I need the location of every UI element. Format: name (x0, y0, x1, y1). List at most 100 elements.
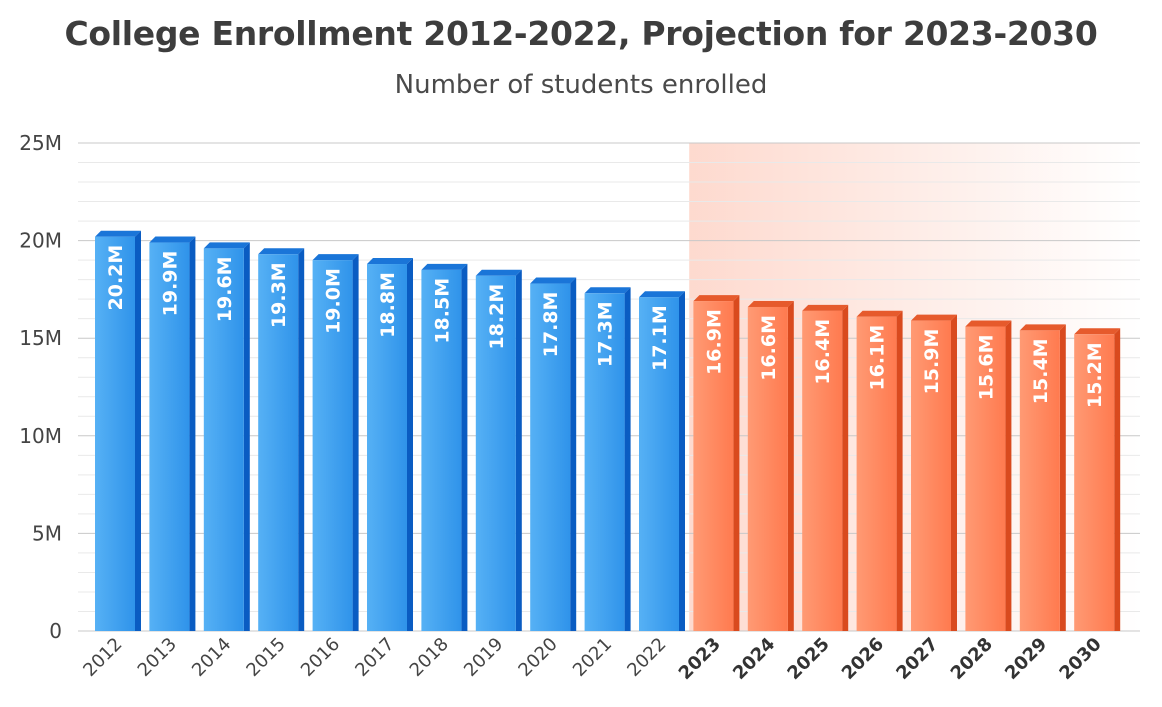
chart-subtitle: Number of students enrolled (394, 70, 768, 100)
data-label: 18.8M (377, 272, 399, 338)
bar (475, 275, 516, 631)
data-label: 15.2M (1084, 342, 1106, 408)
bar-top (1074, 328, 1121, 335)
bar-side (570, 277, 577, 631)
bar-top (95, 230, 141, 237)
bar (856, 316, 897, 631)
bar-side (1059, 324, 1066, 631)
x-tick-label: 2025 (783, 634, 833, 684)
x-tick-label: 2022 (623, 634, 670, 681)
x-tick-label: 2029 (1001, 634, 1051, 684)
bar-side (135, 230, 141, 632)
y-tick-label: 0 (49, 619, 62, 643)
bar-side (298, 248, 305, 631)
x-tick-label: 2013 (134, 634, 181, 681)
bar (149, 242, 190, 631)
bar (639, 297, 679, 631)
bar-side (189, 236, 196, 631)
bar (965, 326, 1006, 631)
bar (1019, 330, 1060, 631)
bar-side (1005, 320, 1012, 631)
data-label: 16.1M (867, 325, 889, 391)
bar (421, 269, 462, 631)
bar-side (787, 300, 794, 631)
bar-side (407, 258, 413, 631)
x-tick-label: 2028 (947, 634, 997, 684)
bar-side (243, 242, 250, 631)
x-tick-label: 2026 (838, 634, 888, 684)
bar-top (965, 320, 1012, 327)
data-label: 19.6M (214, 256, 236, 322)
bar-top (584, 287, 631, 294)
bar-top (911, 314, 957, 321)
x-tick-label: 2012 (79, 634, 126, 681)
y-tick-label: 10M (19, 424, 62, 448)
data-label: 16.4M (812, 319, 834, 385)
bar (911, 320, 951, 631)
x-tick-label: 2030 (1055, 634, 1105, 684)
bar (747, 306, 788, 631)
bar-top (530, 277, 577, 284)
data-label: 15.9M (921, 329, 943, 395)
bar-side (842, 304, 849, 631)
x-tick-label: 2018 (406, 634, 453, 681)
bar (802, 310, 843, 631)
x-tick-label: 2016 (297, 634, 344, 681)
bar-top (856, 310, 903, 317)
x-tick-label: 2020 (514, 634, 561, 681)
x-tick-label: 2024 (729, 634, 779, 684)
bar (312, 260, 353, 631)
data-label: 17.3M (595, 301, 617, 367)
y-tick-label: 20M (19, 229, 62, 253)
x-tick-label: 2019 (460, 634, 507, 681)
bar (203, 248, 244, 631)
data-label: 20.2M (105, 245, 127, 311)
data-label: 17.8M (540, 292, 562, 358)
data-label: 16.9M (703, 309, 725, 375)
x-tick-label: 2023 (675, 634, 725, 684)
bar-side (733, 295, 740, 631)
x-tick-label: 2017 (351, 634, 398, 681)
data-label: 19.0M (323, 268, 345, 334)
bar-side (896, 310, 903, 631)
bar-top (367, 258, 413, 265)
bar-side (624, 287, 631, 631)
bar-top (258, 248, 305, 255)
bar (693, 301, 734, 631)
data-label: 19.9M (159, 251, 181, 317)
data-label: 17.1M (649, 305, 671, 371)
bar-top (747, 300, 794, 307)
data-label: 18.5M (431, 278, 453, 344)
chart-title: College Enrollment 2012-2022, Projection… (64, 14, 1098, 53)
bar-top (802, 304, 849, 311)
bar-side (679, 291, 685, 631)
bar (258, 254, 299, 631)
data-label: 15.4M (1030, 338, 1052, 404)
bar (584, 293, 625, 631)
bar-top (203, 242, 250, 249)
bar-top (693, 295, 740, 302)
x-tick-label: 2015 (242, 634, 289, 681)
bar (367, 264, 407, 631)
bar-top (1019, 324, 1066, 331)
bar (95, 236, 135, 632)
x-tick-label: 2021 (569, 634, 616, 681)
bar-top (149, 236, 196, 243)
bar-top (312, 254, 359, 261)
bar (1074, 334, 1115, 631)
x-tick-label: 2027 (892, 634, 942, 684)
bar-side (515, 269, 522, 631)
y-tick-label: 5M (32, 521, 62, 545)
bar (530, 283, 571, 631)
y-tick-label: 15M (19, 326, 62, 350)
bar-side (1114, 328, 1121, 631)
y-tick-label: 25M (19, 131, 62, 155)
data-label: 16.6M (758, 315, 780, 381)
bar-side (352, 254, 359, 631)
bar-side (951, 314, 957, 631)
data-label: 15.6M (975, 334, 997, 400)
bar-top (639, 291, 685, 298)
bar-top (475, 269, 522, 276)
